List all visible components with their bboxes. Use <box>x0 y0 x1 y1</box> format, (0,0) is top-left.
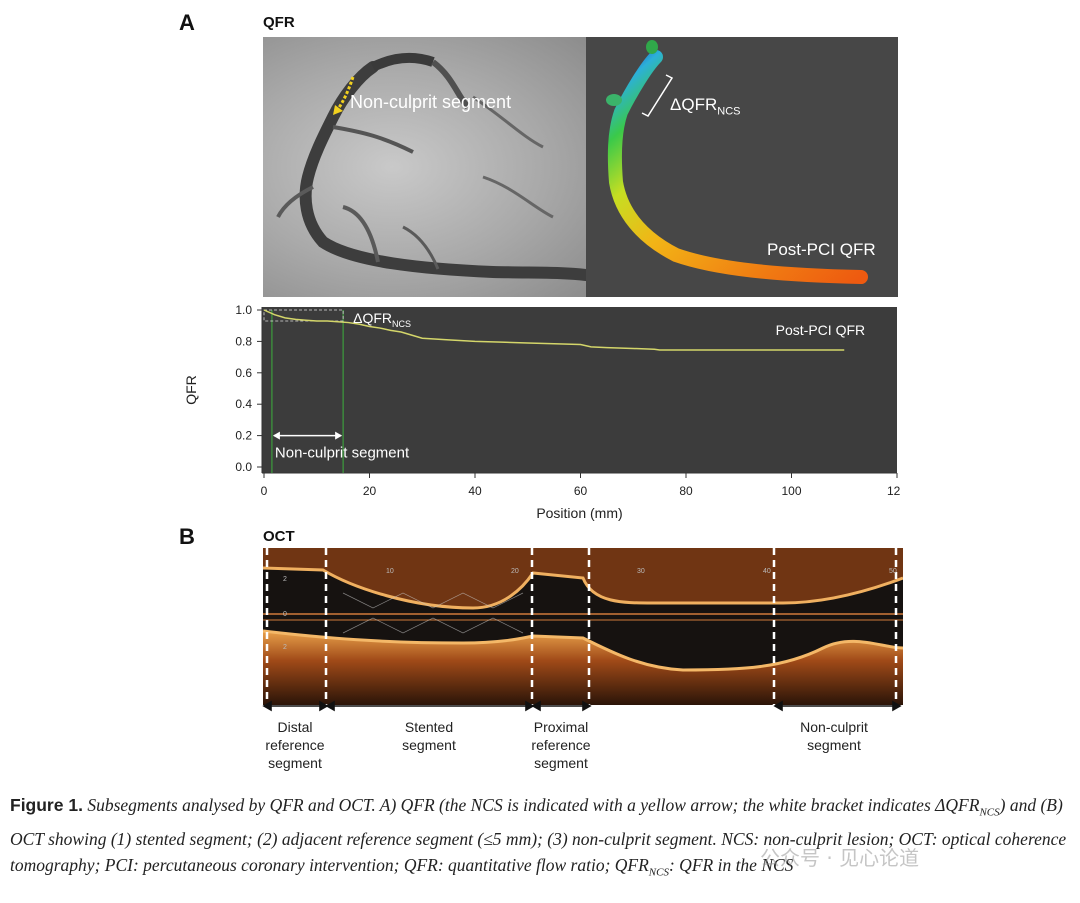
caption-text-1: Subsegments analysed by QFR and OCT. A) … <box>87 795 980 815</box>
segment-distal-line3: segment <box>268 755 322 771</box>
chart-series-label: Post-PCI QFR <box>776 322 865 338</box>
qfr-chart: 0 20 40 60 80 100 120 0.0 0.2 0.4 0.6 0.8 1.0 Positio… <box>180 300 907 525</box>
y-tick-label: 0.0 <box>235 460 252 474</box>
x-tick-label: 0 <box>261 484 268 498</box>
y-tick-label: 0.6 <box>235 366 252 380</box>
recon-delta-label: ΔQFRNCS <box>670 95 740 117</box>
y-tick-label: 0.2 <box>235 429 252 443</box>
qfr-vessel-model <box>606 40 868 284</box>
y-tick-label: 1.0 <box>235 303 252 317</box>
panel-a-title: QFR <box>263 14 295 31</box>
angiography-image: Non-culprit segment <box>263 37 586 297</box>
oct-image-svg <box>263 548 903 705</box>
qfr-3d-reconstruction: ΔQFRNCS Post-PCI QFR <box>586 37 898 297</box>
oct-segment-arrows <box>262 700 902 712</box>
oct-depth-label-top: 2 <box>283 576 287 583</box>
segment-proximal-line1: Proximal <box>533 719 589 735</box>
x-tick-label: 20 <box>363 484 377 498</box>
caption-text-3: : QFR in the NCS <box>668 854 794 875</box>
oct-pos-30: 30 <box>637 568 645 575</box>
oct-pos-50: 50 <box>889 568 897 575</box>
panel-a-letter: A <box>179 10 195 35</box>
segment-nonculprit-line1: Non-culprit <box>800 719 868 735</box>
qfr-plot-background <box>262 307 897 473</box>
y-tick-label: 0.8 <box>235 334 252 348</box>
segment-label-stented: Stented segment <box>379 718 479 754</box>
oct-pos-10: 10 <box>386 568 394 575</box>
caption-sub-2: NCS <box>648 866 669 878</box>
recon-post-pci-label: Post-PCI QFR <box>767 240 876 259</box>
angiography-vessels <box>276 52 586 281</box>
x-tick-label: 100 <box>781 484 801 498</box>
segment-proximal-line3: segment <box>534 755 588 771</box>
oct-longitudinal-image: 2 0 2 10 20 30 40 50 <box>263 548 903 705</box>
oct-depth-label-mid: 0 <box>283 611 287 618</box>
oct-pos-40: 40 <box>763 568 771 575</box>
qfr-y-axis-label: QFR <box>183 375 199 405</box>
segment-label-distal: Distal reference segment <box>250 718 340 772</box>
caption-sub-1: NCS <box>979 806 1000 819</box>
panel-b-letter: B <box>179 524 195 549</box>
oct-depth-label-bottom: 2 <box>283 644 287 651</box>
recon-delta-sub: NCS <box>717 105 741 118</box>
segment-label-non-culprit: Non-culprit segment <box>779 718 889 754</box>
oct-pos-20: 20 <box>511 568 519 575</box>
qfr-chart-svg: 0 20 40 60 80 100 120 0.0 0.2 0.4 0.6 0.8 1.0 Positio… <box>183 303 907 521</box>
segment-arrow-head-left <box>272 431 280 440</box>
segment-arrow-head-right <box>335 431 343 440</box>
x-tick-label: 120 <box>887 484 900 498</box>
figure-caption: Figure 1. Subsegments analysed by QFR an… <box>10 792 1075 885</box>
y-tick-label: 0.4 <box>235 397 252 411</box>
chart-delta-qfr-sub: NCS <box>392 319 411 329</box>
qfr-series-line <box>263 309 845 351</box>
segment-distal-line2: reference <box>265 737 325 753</box>
segment-label-proximal: Proximal reference segment <box>516 718 606 772</box>
segment-nonculprit-line2: segment <box>807 737 861 753</box>
segment-distal-line1: Distal <box>277 719 313 735</box>
x-tick-label: 80 <box>679 484 693 498</box>
x-tick-label: 60 <box>574 484 588 498</box>
caption-fig-label: Figure 1. <box>10 795 83 815</box>
chart-segment-label: Non-culprit segment <box>275 445 410 462</box>
segment-stented-line1: Stented <box>404 719 454 735</box>
recon-delta-prefix: ΔQFR <box>670 95 718 114</box>
angio-segment-label: Non-culprit segment <box>350 92 512 112</box>
panel-b-title: OCT <box>263 528 295 545</box>
qfr-x-axis-label: Position (mm) <box>536 505 622 521</box>
segment-stented-line2: segment <box>402 737 456 753</box>
caption-text-2: ) and (B) OCT showing (1) stented segmen… <box>10 795 1067 875</box>
segment-proximal-line2: reference <box>531 737 591 753</box>
watermark: 公众号 · 见心论道 <box>760 846 920 870</box>
x-tick-label: 40 <box>468 484 482 498</box>
